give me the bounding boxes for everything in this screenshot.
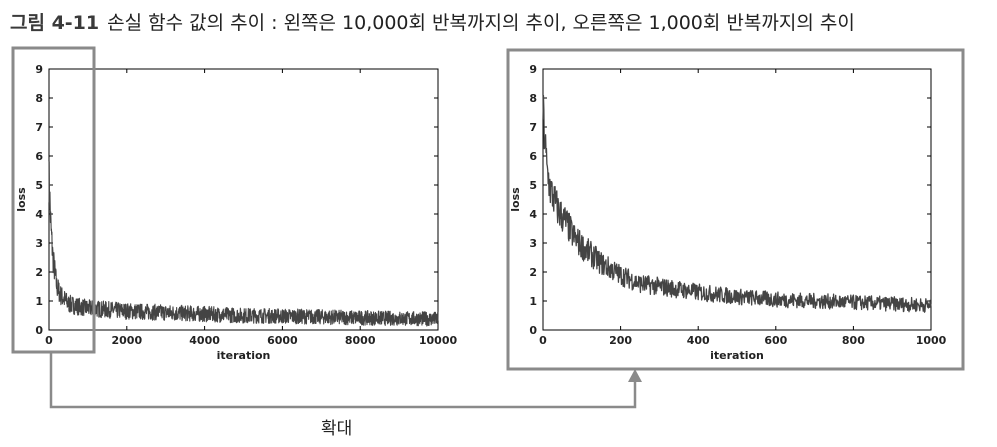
x-tick-label: 400 bbox=[687, 334, 710, 347]
y-tick-label: 8 bbox=[35, 92, 43, 105]
x-tick-label: 600 bbox=[764, 334, 787, 347]
figure-number: 그림 4-11 bbox=[10, 12, 100, 34]
y-axis-label: loss bbox=[15, 187, 28, 212]
x-tick-label: 6000 bbox=[267, 334, 298, 347]
plot-frame bbox=[542, 68, 932, 331]
x-tick-label: 0 bbox=[45, 334, 53, 347]
chart-2: 0 1 2 3 4 5 6 7 8 9 0 200 400 600 800 1000 iteration loss bbox=[509, 63, 947, 362]
x-tick-label: 8000 bbox=[345, 334, 376, 347]
chart-1: 0 1 2 3 4 5 6 7 8 9 0 2000 4000 6000 8000 10000 iteratio… bbox=[15, 63, 457, 362]
y-tick-label: 5 bbox=[35, 179, 43, 192]
y-tick-label: 1 bbox=[529, 295, 537, 308]
loss-series-line bbox=[48, 161, 439, 327]
x-tick-label: 10000 bbox=[419, 334, 458, 347]
y-tick-label: 4 bbox=[35, 208, 43, 221]
y-tick-label: 3 bbox=[529, 237, 537, 250]
figure-caption-text: 손실 함수 값의 추이 : 왼쪽은 10,000회 반복까지의 추이, 오른쪽은… bbox=[107, 12, 855, 34]
y-tick-label: 2 bbox=[35, 266, 43, 279]
x-axis-label: iteration bbox=[710, 349, 764, 362]
zoom-region-frame bbox=[11, 46, 96, 354]
y-tick-label: 6 bbox=[35, 150, 43, 163]
y-tick-label: 8 bbox=[529, 92, 537, 105]
loss-series-line bbox=[542, 94, 932, 313]
y-tick-label: 7 bbox=[35, 121, 43, 134]
x-tick-label: 4000 bbox=[189, 334, 220, 347]
figure-caption: 그림 4-11 손실 함수 값의 추이 : 왼쪽은 10,000회 반복까지의 추… bbox=[10, 8, 855, 35]
y-tick-label: 4 bbox=[529, 208, 537, 221]
zoom-arrow-head bbox=[628, 369, 642, 382]
y-tick-label: 7 bbox=[529, 121, 537, 134]
plot-frame bbox=[48, 68, 439, 331]
y-tick-label: 2 bbox=[529, 266, 537, 279]
x-tick-label: 0 bbox=[539, 334, 547, 347]
y-tick-label: 9 bbox=[35, 63, 43, 76]
y-axis-label: loss bbox=[509, 187, 522, 212]
y-tick-label: 6 bbox=[529, 150, 537, 163]
zoom-connector-line bbox=[49, 352, 637, 409]
zoomed-plot-frame bbox=[506, 48, 965, 371]
x-tick-label: 800 bbox=[842, 334, 865, 347]
y-tick-label: 0 bbox=[529, 324, 537, 337]
y-tick-label: 3 bbox=[35, 237, 43, 250]
x-tick-label: 2000 bbox=[111, 334, 142, 347]
x-tick-label: 200 bbox=[609, 334, 632, 347]
x-tick-label: 1000 bbox=[916, 334, 947, 347]
y-tick-label: 0 bbox=[35, 324, 43, 337]
y-tick-label: 9 bbox=[529, 63, 537, 76]
y-tick-label: 1 bbox=[35, 295, 43, 308]
y-tick-label: 5 bbox=[529, 179, 537, 192]
x-axis-label: iteration bbox=[217, 349, 271, 362]
zoom-label: 확대 bbox=[321, 419, 353, 439]
